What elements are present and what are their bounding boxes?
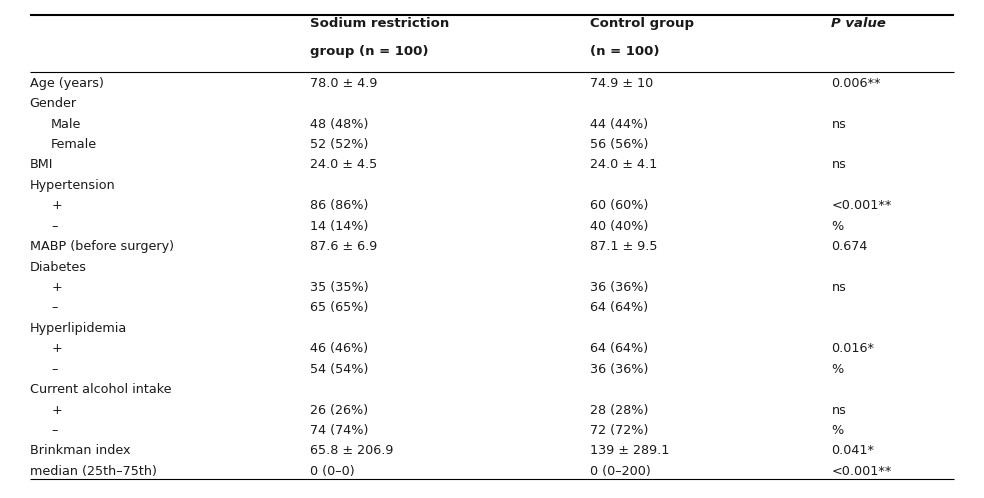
Text: 87.1 ± 9.5: 87.1 ± 9.5	[590, 240, 658, 253]
Text: 64 (64%): 64 (64%)	[590, 342, 648, 355]
Text: 52 (52%): 52 (52%)	[310, 138, 368, 151]
Text: –: –	[51, 301, 57, 314]
Text: 56 (56%): 56 (56%)	[590, 138, 648, 151]
Text: 64 (64%): 64 (64%)	[590, 301, 648, 314]
Text: Brinkman index: Brinkman index	[30, 444, 130, 457]
Text: median (25th–75th): median (25th–75th)	[30, 465, 156, 478]
Text: Hypertension: Hypertension	[30, 179, 115, 192]
Text: 139 ± 289.1: 139 ± 289.1	[590, 444, 670, 457]
Text: group (n = 100): group (n = 100)	[310, 45, 428, 58]
Text: 14 (14%): 14 (14%)	[310, 220, 368, 233]
Text: 74.9 ± 10: 74.9 ± 10	[590, 77, 653, 90]
Text: 26 (26%): 26 (26%)	[310, 403, 368, 416]
Text: Sodium restriction: Sodium restriction	[310, 17, 450, 30]
Text: 54 (54%): 54 (54%)	[310, 363, 368, 375]
Text: 24.0 ± 4.1: 24.0 ± 4.1	[590, 158, 657, 171]
Text: 87.6 ± 6.9: 87.6 ± 6.9	[310, 240, 377, 253]
Text: %: %	[831, 363, 843, 375]
Text: ns: ns	[831, 158, 846, 171]
Text: 44 (44%): 44 (44%)	[590, 118, 648, 130]
Text: +: +	[51, 199, 62, 212]
Text: 46 (46%): 46 (46%)	[310, 342, 368, 355]
Text: Gender: Gender	[30, 97, 77, 110]
Text: +: +	[51, 281, 62, 294]
Text: ns: ns	[831, 403, 846, 416]
Text: Control group: Control group	[590, 17, 695, 30]
Text: 65.8 ± 206.9: 65.8 ± 206.9	[310, 444, 394, 457]
Text: 60 (60%): 60 (60%)	[590, 199, 648, 212]
Text: 40 (40%): 40 (40%)	[590, 220, 648, 233]
Text: Diabetes: Diabetes	[30, 260, 87, 273]
Text: Current alcohol intake: Current alcohol intake	[30, 383, 171, 396]
Text: 24.0 ± 4.5: 24.0 ± 4.5	[310, 158, 377, 171]
Text: +: +	[51, 403, 62, 416]
Text: <0.001**: <0.001**	[831, 465, 892, 478]
Text: –: –	[51, 363, 57, 375]
Text: Age (years): Age (years)	[30, 77, 103, 90]
Text: +: +	[51, 342, 62, 355]
Text: 35 (35%): 35 (35%)	[310, 281, 369, 294]
Text: 0.041*: 0.041*	[831, 444, 875, 457]
Text: P value: P value	[831, 17, 887, 30]
Text: 72 (72%): 72 (72%)	[590, 424, 648, 437]
Text: MABP (before surgery): MABP (before surgery)	[30, 240, 173, 253]
Text: 28 (28%): 28 (28%)	[590, 403, 648, 416]
Text: Hyperlipidemia: Hyperlipidemia	[30, 322, 127, 335]
Text: 0 (0–200): 0 (0–200)	[590, 465, 651, 478]
Text: ns: ns	[831, 281, 846, 294]
Text: BMI: BMI	[30, 158, 53, 171]
Text: (n = 100): (n = 100)	[590, 45, 660, 58]
Text: 0.016*: 0.016*	[831, 342, 875, 355]
Text: %: %	[831, 220, 843, 233]
Text: –: –	[51, 220, 57, 233]
Text: 0 (0–0): 0 (0–0)	[310, 465, 354, 478]
Text: 0.006**: 0.006**	[831, 77, 881, 90]
Text: 86 (86%): 86 (86%)	[310, 199, 368, 212]
Text: <0.001**: <0.001**	[831, 199, 892, 212]
Text: 74 (74%): 74 (74%)	[310, 424, 368, 437]
Text: 78.0 ± 4.9: 78.0 ± 4.9	[310, 77, 377, 90]
Text: Female: Female	[51, 138, 97, 151]
Text: 36 (36%): 36 (36%)	[590, 281, 648, 294]
Text: ns: ns	[831, 118, 846, 130]
Text: 48 (48%): 48 (48%)	[310, 118, 368, 130]
Text: –: –	[51, 424, 57, 437]
Text: 0.674: 0.674	[831, 240, 868, 253]
Text: %: %	[831, 424, 843, 437]
Text: 65 (65%): 65 (65%)	[310, 301, 368, 314]
Text: Male: Male	[51, 118, 82, 130]
Text: 36 (36%): 36 (36%)	[590, 363, 648, 375]
